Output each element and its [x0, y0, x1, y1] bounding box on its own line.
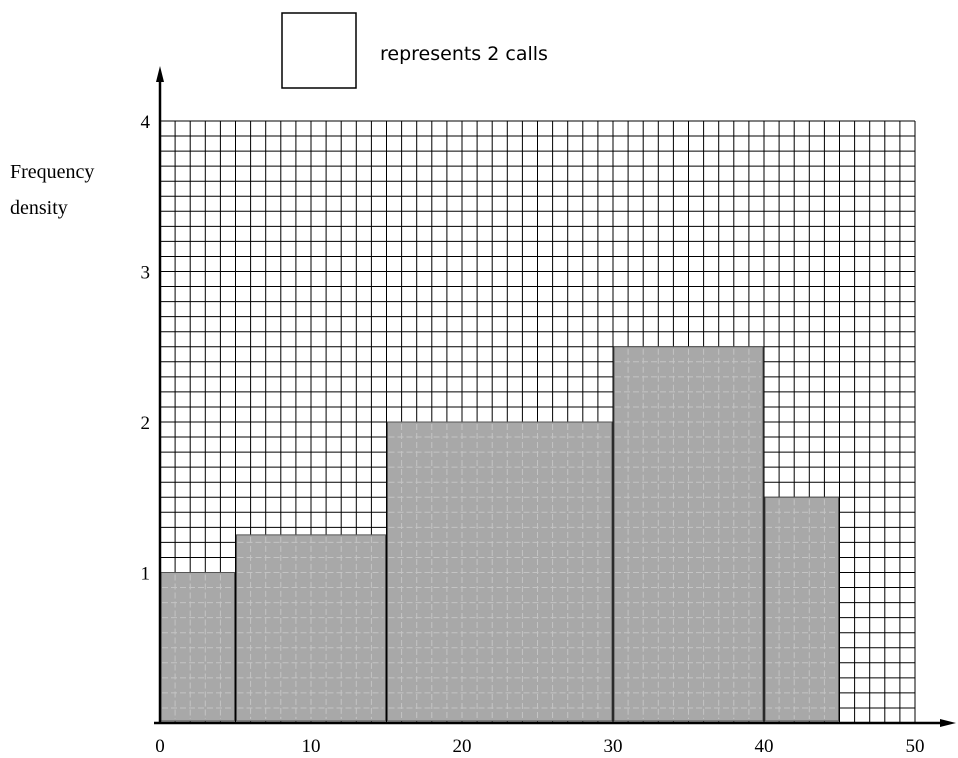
- legend-text: represents 2 calls: [380, 43, 548, 65]
- x-tick-label: 40: [755, 736, 774, 757]
- x-tick-label: 30: [604, 736, 623, 757]
- histogram-bar: [236, 534, 386, 722]
- histogram-bar: [613, 346, 764, 722]
- y-tick-label: 2: [141, 413, 151, 434]
- x-tick-label: 20: [453, 736, 472, 757]
- y-axis-arrow: [156, 66, 164, 82]
- legend: represents 2 calls: [281, 12, 548, 89]
- y-axis-label: Frequency density: [10, 161, 94, 219]
- tick-labels: 0 10 20 30 40 50 1 2 3 4: [141, 112, 925, 757]
- y-axis-label-line-1: Frequency: [10, 161, 94, 183]
- y-tick-label: 3: [141, 263, 151, 284]
- histogram-bar-fill: [160, 572, 235, 722]
- y-tick-label: 4: [141, 112, 151, 133]
- x-tick-label: 0: [155, 736, 165, 757]
- histogram-bar: [764, 496, 839, 722]
- histogram-bar: [387, 421, 613, 722]
- y-tick-label: 1: [141, 564, 151, 585]
- histogram-bar-fill: [387, 421, 613, 722]
- histogram-bar-fill: [764, 496, 839, 722]
- axes: [154, 66, 956, 727]
- x-tick-label: 10: [302, 736, 321, 757]
- x-axis-arrow: [940, 719, 956, 727]
- bars: [160, 346, 839, 722]
- legend-swatch: [281, 12, 357, 89]
- histogram-bar: [160, 572, 235, 722]
- y-axis-label-line-2: density: [10, 197, 68, 219]
- x-tick-label: 50: [906, 736, 925, 757]
